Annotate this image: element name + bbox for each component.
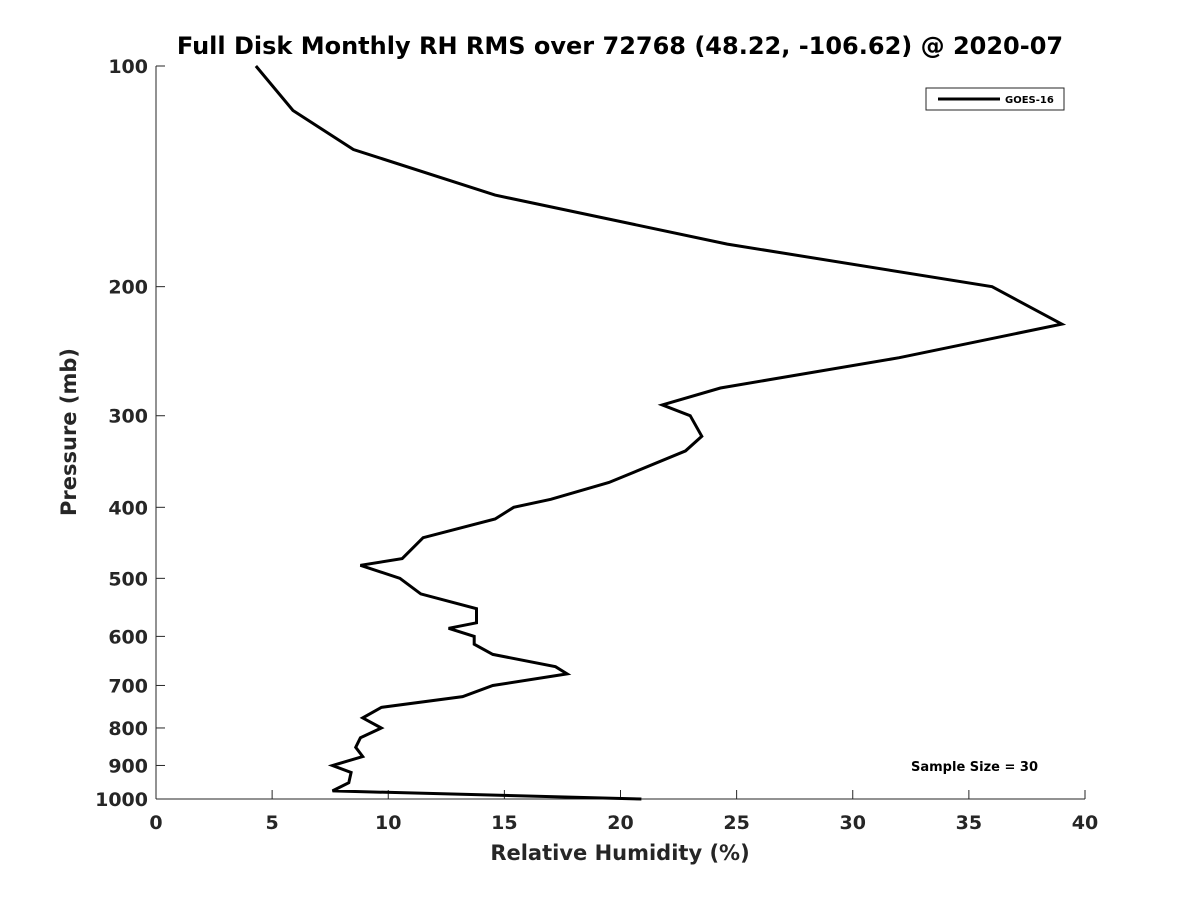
x-tick-label: 10 [375, 812, 401, 834]
x-axis-ticks: 0 5 10 15 20 25 30 35 40 [149, 790, 1098, 834]
y-tick-label: 900 [108, 755, 148, 777]
x-tick-label: 30 [840, 812, 866, 834]
x-tick-label: 40 [1072, 812, 1098, 834]
axes-box [156, 66, 1085, 799]
y-axis-label: Pressure (mb) [57, 348, 81, 516]
y-axis-ticks: 100 200 300 400 500 600 700 800 900 1000 [95, 56, 165, 811]
chart-title: Full Disk Monthly RH RMS over 72768 (48.… [177, 32, 1063, 60]
plot-area: 0 5 10 15 20 25 30 35 40 100 200 300 400 500 600 700 80… [95, 56, 1098, 834]
y-tick-label: 300 [108, 406, 148, 428]
y-tick-label: 100 [108, 56, 148, 78]
legend-label-goes16: GOES-16 [1005, 95, 1054, 106]
x-tick-label: 35 [956, 812, 982, 834]
series-line-goes16 [254, 65, 1067, 801]
x-tick-label: 0 [149, 812, 162, 834]
legend: GOES-16 [925, 87, 1065, 111]
y-tick-label: 800 [108, 718, 148, 740]
y-tick-label: 500 [108, 568, 148, 590]
y-tick-label: 200 [108, 277, 148, 299]
x-tick-label: 5 [266, 812, 279, 834]
y-tick-label: 1000 [95, 789, 148, 811]
y-tick-label: 700 [108, 675, 148, 697]
x-tick-label: 20 [607, 812, 633, 834]
x-tick-label: 15 [491, 812, 517, 834]
sample-size-annotation: Sample Size = 30 [911, 760, 1038, 775]
y-tick-label: 400 [108, 497, 148, 519]
y-tick-label: 600 [108, 626, 148, 648]
x-tick-label: 25 [723, 812, 749, 834]
x-axis-label: Relative Humidity (%) [490, 841, 749, 865]
